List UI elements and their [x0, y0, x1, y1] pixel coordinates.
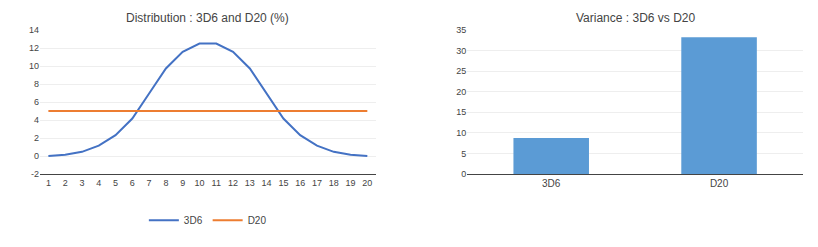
- svg-text:3D6: 3D6: [184, 215, 203, 226]
- svg-text:4: 4: [34, 115, 39, 125]
- svg-text:10: 10: [194, 178, 204, 188]
- svg-text:12: 12: [29, 43, 39, 53]
- svg-text:D20: D20: [710, 178, 729, 189]
- svg-text:0: 0: [461, 169, 466, 179]
- svg-text:15: 15: [278, 178, 288, 188]
- svg-text:-2: -2: [31, 169, 39, 179]
- svg-text:25: 25: [456, 66, 466, 76]
- svg-text:12: 12: [228, 178, 238, 188]
- svg-text:15: 15: [456, 107, 466, 117]
- svg-text:35: 35: [456, 25, 466, 35]
- svg-text:5: 5: [461, 149, 466, 159]
- svg-text:3D6: 3D6: [542, 178, 561, 189]
- svg-text:11: 11: [212, 178, 221, 188]
- svg-text:0: 0: [34, 151, 39, 161]
- svg-text:2: 2: [63, 178, 68, 188]
- svg-text:1: 1: [46, 178, 51, 188]
- svg-text:5: 5: [113, 178, 118, 188]
- svg-text:30: 30: [456, 46, 466, 56]
- svg-text:10: 10: [29, 61, 39, 71]
- svg-text:13: 13: [245, 178, 255, 188]
- svg-text:Variance : 3D6 vs D20: Variance : 3D6 vs D20: [576, 11, 695, 25]
- svg-text:19: 19: [346, 178, 356, 188]
- svg-text:14: 14: [262, 178, 272, 188]
- svg-text:10: 10: [456, 128, 466, 138]
- svg-text:D20: D20: [248, 215, 267, 226]
- svg-text:6: 6: [34, 97, 39, 107]
- svg-text:9: 9: [180, 178, 185, 188]
- svg-text:20: 20: [362, 178, 372, 188]
- svg-text:7: 7: [147, 178, 152, 188]
- svg-text:8: 8: [34, 79, 39, 89]
- svg-text:20: 20: [456, 87, 466, 97]
- svg-text:2: 2: [34, 133, 39, 143]
- svg-text:4: 4: [96, 178, 101, 188]
- svg-text:16: 16: [295, 178, 305, 188]
- svg-text:6: 6: [130, 178, 135, 188]
- svg-text:Distribution : 3D6 and D20 (%): Distribution : 3D6 and D20 (%): [126, 11, 289, 25]
- svg-text:14: 14: [29, 25, 39, 35]
- svg-text:8: 8: [163, 178, 168, 188]
- svg-text:18: 18: [329, 178, 339, 188]
- svg-text:3: 3: [79, 178, 84, 188]
- svg-text:17: 17: [312, 178, 322, 188]
